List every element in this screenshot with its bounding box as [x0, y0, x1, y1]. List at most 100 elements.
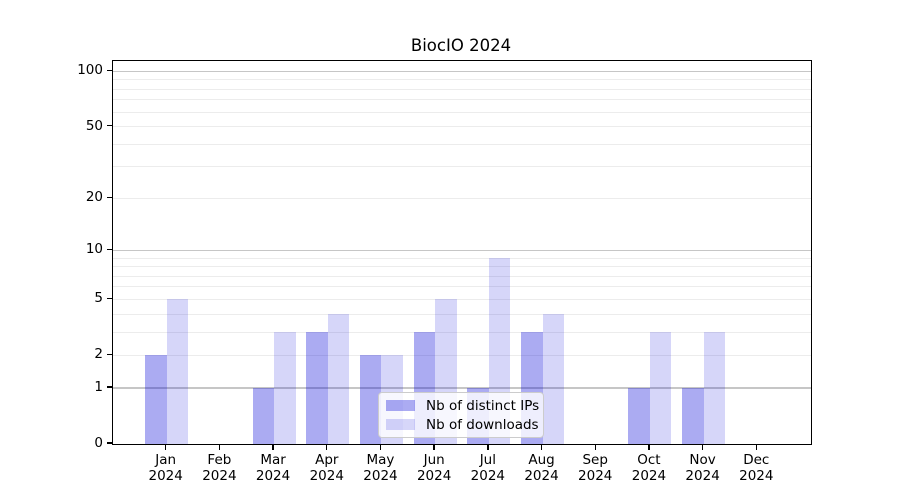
minor-gridline: [113, 313, 811, 315]
x-tick-mark: [701, 444, 704, 450]
gridlines-layer: [113, 61, 811, 444]
x-tick-mark: [379, 444, 382, 450]
x-tick-year: 2024: [470, 467, 506, 484]
bar-downloads-apr: [327, 314, 350, 444]
x-tick-year: 2024: [739, 467, 774, 484]
x-tick-year: 2024: [148, 467, 183, 484]
x-tick-label: Oct 2024: [609, 452, 689, 484]
minor-gridline: [113, 197, 811, 199]
minor-gridline: [113, 166, 811, 168]
x-tick-label: Aug 2024: [502, 452, 582, 484]
x-tick-month: Apr: [315, 452, 339, 468]
bar-downloads-jan: [166, 299, 189, 444]
minor-gridline: [113, 331, 811, 333]
y-tick-mark: [107, 196, 112, 198]
x-tick-month: Dec: [743, 452, 770, 468]
x-tick-year: 2024: [363, 467, 398, 484]
minor-gridline: [113, 79, 811, 81]
x-tick-year: 2024: [255, 467, 291, 484]
y-tick-mark: [107, 69, 112, 72]
x-tick-month: Aug: [528, 452, 555, 468]
legend-item-distinct-ips: Nb of distinct IPs: [386, 399, 543, 413]
x-tick-mark: [272, 444, 274, 450]
x-tick-mark: [218, 444, 221, 450]
major-gridline: [113, 249, 811, 252]
major-gridline: [113, 70, 811, 73]
x-tick-mark: [648, 444, 650, 450]
y-tick-mark: [107, 248, 112, 251]
x-tick-month: Jun: [423, 452, 445, 468]
x-tick-label: Nov 2024: [663, 452, 743, 484]
x-tick-month: Nov: [689, 452, 716, 468]
minor-gridline: [113, 111, 811, 113]
legend-label-downloads: Nb of downloads: [426, 416, 539, 433]
y-tick-mark: [107, 353, 112, 356]
x-tick-month: Mar: [260, 452, 286, 468]
y-tick-label: 5: [94, 290, 103, 307]
x-tick-label: Apr 2024: [287, 452, 367, 484]
x-tick-mark: [594, 444, 596, 450]
legend-swatch-distinct-ips: [386, 400, 415, 411]
y-tick-mark: [107, 124, 112, 127]
y-tick-mark: [107, 386, 112, 388]
x-tick-label: Mar 2024: [233, 452, 313, 484]
x-tick-mark: [433, 444, 435, 450]
y-tick-label: 10: [85, 241, 103, 258]
x-tick-month: Oct: [637, 452, 661, 468]
x-tick-label: Dec 2024: [716, 452, 796, 484]
legend: Nb of distinct IPs Nb of downloads: [378, 392, 544, 438]
x-tick-label: May 2024: [340, 452, 420, 484]
x-tick-month: Feb: [207, 452, 232, 468]
y-tick-mark: [107, 442, 112, 444]
x-tick-mark: [540, 444, 543, 450]
minor-gridline: [113, 257, 811, 259]
x-tick-year: 2024: [685, 467, 720, 484]
bar-downloads-oct: [649, 332, 672, 444]
x-tick-mark: [164, 444, 167, 450]
bar-downloads-nov: [703, 332, 726, 444]
bar-downloads-mar: [274, 332, 296, 444]
major-gridline: [113, 387, 811, 389]
x-tick-label: Sep 2024: [555, 452, 635, 484]
x-tick-year: 2024: [416, 467, 452, 484]
bar-ips-mar: [252, 388, 275, 444]
minor-gridline: [113, 99, 811, 101]
x-tick-year: 2024: [631, 467, 667, 484]
minor-gridline: [113, 88, 811, 90]
x-tick-year: 2024: [202, 467, 237, 484]
y-tick-mark: [107, 297, 112, 300]
y-tick-label: 50: [85, 117, 103, 134]
bar-ips-oct: [628, 388, 650, 444]
x-tick-year: 2024: [309, 467, 344, 484]
x-tick-mark: [755, 444, 757, 450]
minor-gridline: [113, 126, 811, 128]
x-tick-year: 2024: [578, 467, 613, 484]
x-tick-label: Jan 2024: [126, 452, 206, 484]
minor-gridline: [113, 143, 811, 145]
y-tick-label: 100: [77, 62, 103, 79]
x-tick-mark: [487, 444, 489, 450]
legend-label-distinct-ips: Nb of distinct IPs: [426, 397, 540, 414]
minor-gridline: [113, 286, 811, 288]
bar-ips-apr: [306, 332, 328, 444]
minor-gridline: [113, 275, 811, 277]
minor-gridline: [113, 266, 811, 268]
legend-item-downloads: Nb of downloads: [386, 418, 543, 432]
x-tick-month: Sep: [582, 452, 608, 468]
x-tick-label: Jul 2024: [448, 452, 528, 484]
x-tick-month: Jul: [479, 452, 496, 468]
bar-ips-jan: [145, 355, 167, 444]
bar-ips-may: [359, 355, 382, 444]
x-tick-year: 2024: [524, 467, 559, 484]
y-tick-label: 0: [94, 435, 103, 451]
chart-title: BiocIO 2024: [410, 36, 512, 55]
bar-ips-nov: [682, 388, 704, 444]
minor-gridline: [113, 354, 811, 356]
y-tick-label: 2: [94, 346, 103, 363]
bars-layer: [113, 61, 811, 444]
x-tick-label: Jun 2024: [394, 452, 474, 484]
plot-area: [112, 60, 812, 445]
y-tick-label: 20: [85, 189, 103, 206]
x-tick-month: Jan: [155, 452, 177, 468]
